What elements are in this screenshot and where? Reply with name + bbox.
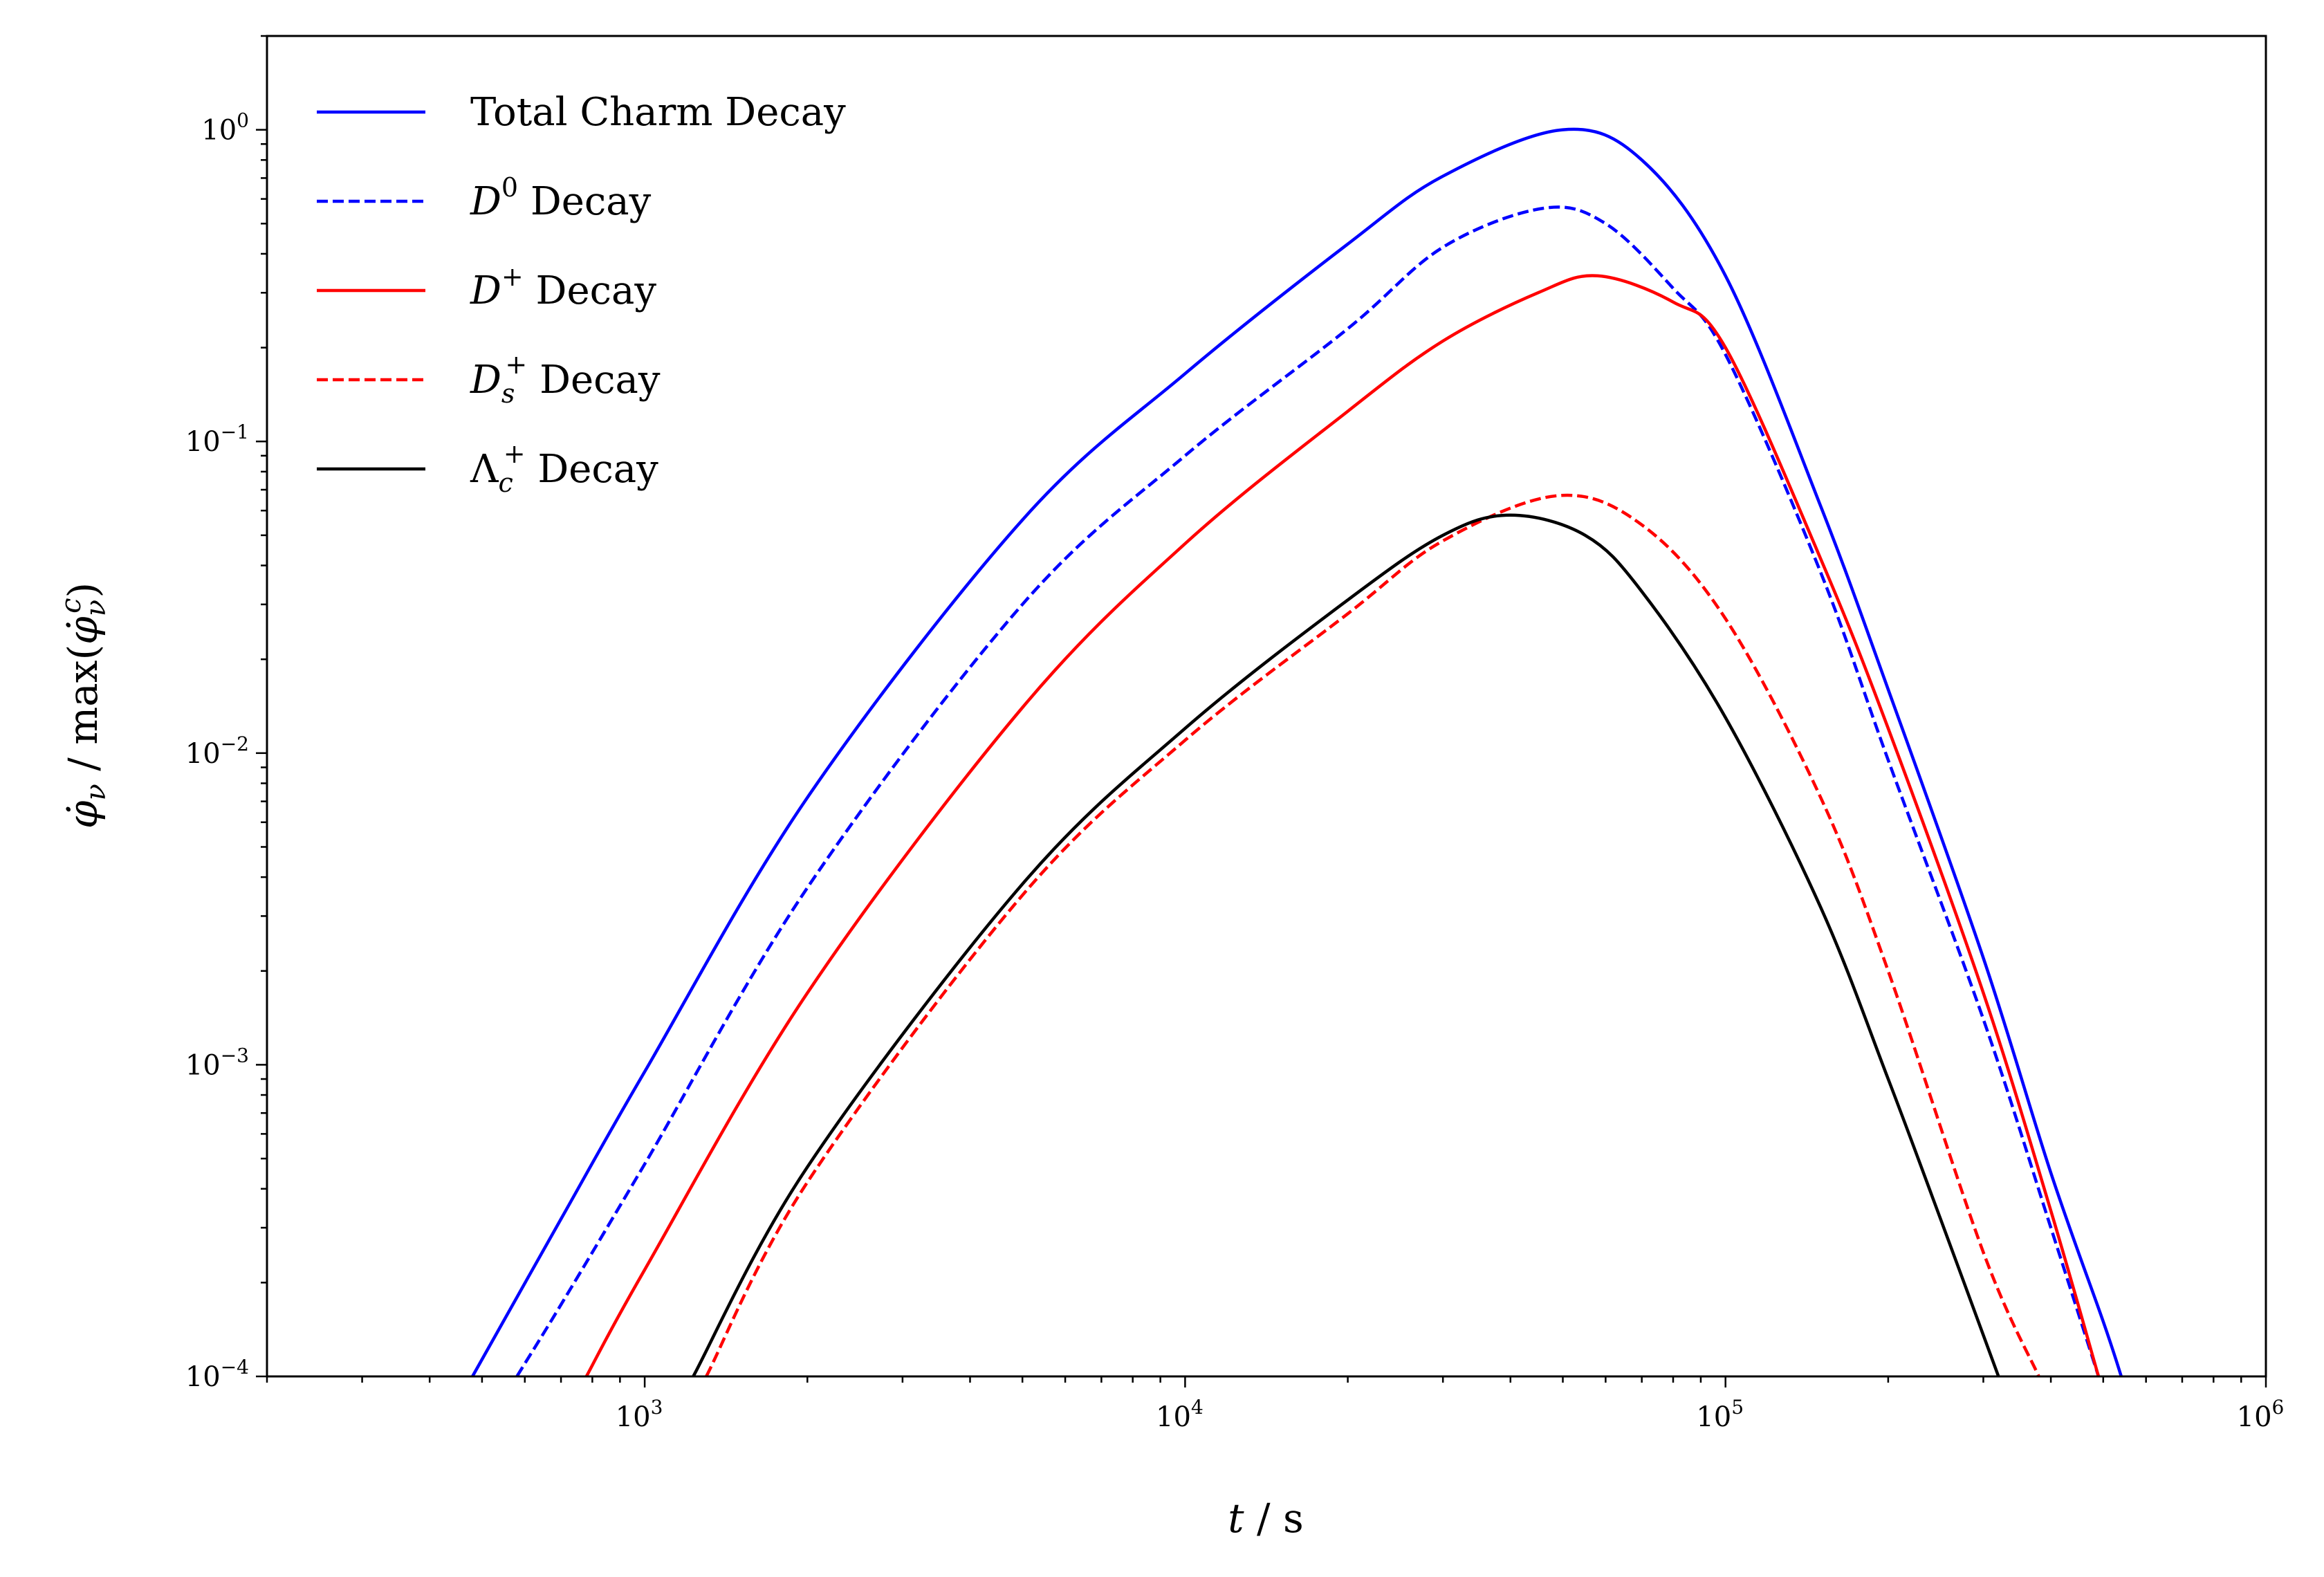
series-layer xyxy=(471,127,2123,1376)
series-line-1 xyxy=(515,205,2101,1376)
legend-label: Total Charm Decay xyxy=(470,90,846,135)
x-tick-label: 103 xyxy=(616,1396,663,1433)
tick-label-layer: 103 104 105 106 10−4 10−3 10−2 10−1 100 xyxy=(185,109,2285,1433)
y-tick-label: 10−2 xyxy=(185,732,249,770)
legend-label: D0 Decay xyxy=(470,172,652,224)
x-tick-label: 105 xyxy=(1696,1396,1744,1433)
legend-entry-4: Λc+ Decay xyxy=(317,439,658,498)
x-tick-label: 104 xyxy=(1156,1396,1204,1433)
legend-label: Ds+ Decay xyxy=(470,349,661,409)
plot-frame xyxy=(266,35,2267,1378)
legend-entry-3: Ds+ Decay xyxy=(317,349,661,409)
y-tick-label: 100 xyxy=(201,109,249,147)
series-line-2 xyxy=(584,274,2101,1376)
series-line-3 xyxy=(705,493,2040,1376)
tick-layer xyxy=(256,35,2267,1387)
legend: Total Charm Decay D0 Decay D+ Decay Ds+ Dec… xyxy=(317,90,846,498)
series-line-4 xyxy=(692,513,2000,1376)
legend-label: D+ Decay xyxy=(470,261,656,313)
legend-entry-2: D+ Decay xyxy=(317,261,656,313)
legend-label: Λc+ Decay xyxy=(470,439,658,498)
y-axis-title: φ̇ν / max(φ̇νc) xyxy=(55,582,112,829)
x-axis-title: t / s xyxy=(1228,1495,1304,1542)
y-tick-label: 10−1 xyxy=(185,421,249,458)
y-tick-label: 10−4 xyxy=(185,1356,249,1393)
x-tick-label: 106 xyxy=(2237,1396,2285,1433)
series-line-0 xyxy=(471,127,2123,1376)
legend-entry-0: Total Charm Decay xyxy=(317,90,846,135)
y-tick-label: 10−3 xyxy=(185,1044,249,1081)
legend-entry-1: D0 Decay xyxy=(317,172,652,224)
